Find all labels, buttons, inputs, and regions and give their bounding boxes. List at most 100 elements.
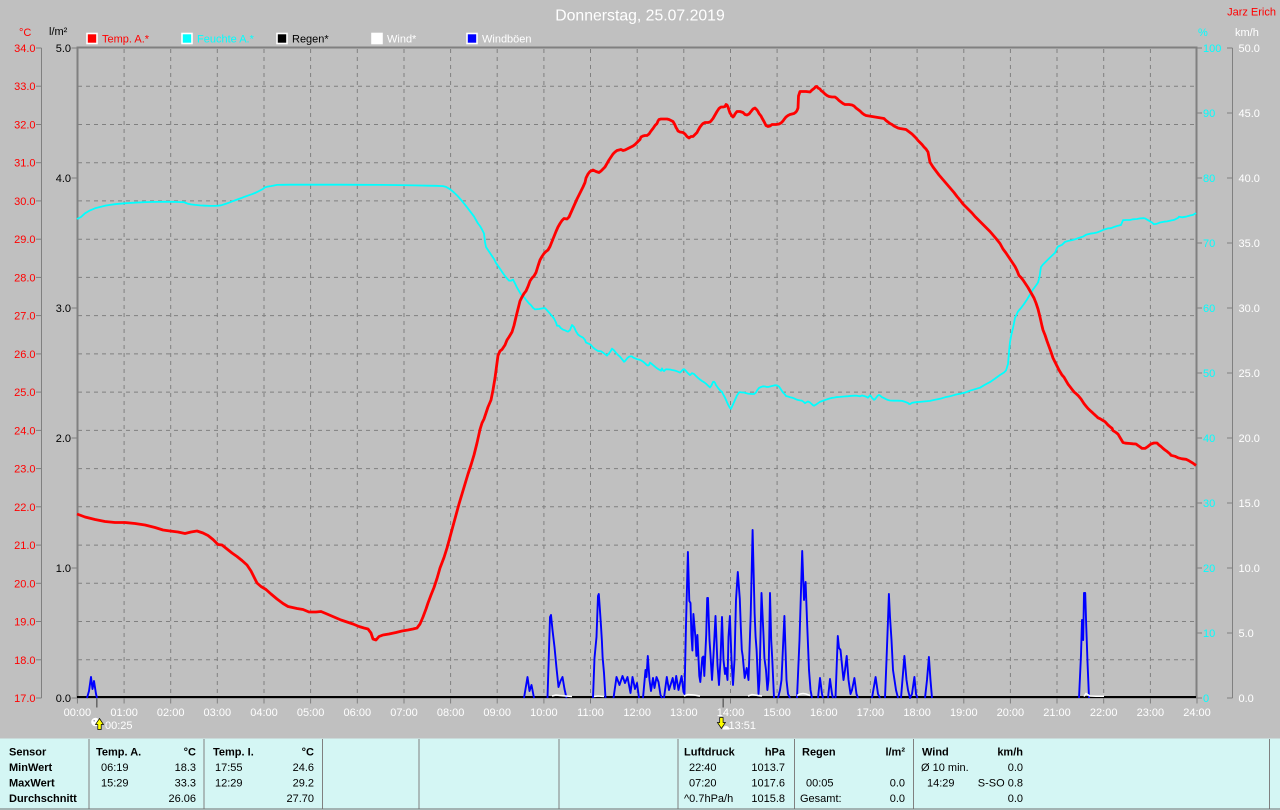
svg-text:15:29: 15:29 (101, 778, 129, 790)
svg-text:°C: °C (19, 27, 31, 39)
svg-text:Feuchte A.*: Feuchte A.* (197, 34, 255, 46)
svg-text:11:00: 11:00 (577, 707, 604, 719)
svg-text:14:29: 14:29 (927, 778, 955, 790)
svg-text:Jarz Erich: Jarz Erich (1227, 7, 1276, 19)
svg-text:15.0: 15.0 (1239, 498, 1260, 510)
svg-text:2.0: 2.0 (56, 433, 71, 445)
svg-text:l/m²: l/m² (885, 747, 905, 759)
svg-text:Regen*: Regen* (292, 34, 329, 46)
svg-text:28.0: 28.0 (14, 272, 35, 284)
svg-text:Luftdruck: Luftdruck (684, 747, 736, 759)
svg-text:MinWert: MinWert (9, 762, 53, 774)
svg-text:hPa: hPa (765, 747, 786, 759)
svg-text:24.0: 24.0 (14, 425, 35, 437)
svg-text:17:55: 17:55 (215, 762, 243, 774)
svg-text:07:20: 07:20 (689, 778, 717, 790)
svg-text:1013.7: 1013.7 (751, 762, 785, 774)
svg-text:35.0: 35.0 (1239, 238, 1260, 250)
svg-text:45.0: 45.0 (1239, 108, 1260, 120)
svg-text:31.0: 31.0 (14, 158, 35, 170)
svg-text:15:00: 15:00 (763, 707, 791, 719)
svg-text:0.0: 0.0 (890, 793, 905, 805)
svg-text:13:51: 13:51 (729, 720, 757, 732)
svg-text:80: 80 (1203, 173, 1215, 185)
svg-text:0.0: 0.0 (1239, 693, 1254, 705)
svg-text:10:00: 10:00 (530, 707, 558, 719)
svg-text:km/h: km/h (997, 747, 1023, 759)
svg-text:07:00: 07:00 (390, 707, 418, 719)
svg-text:%: % (1198, 27, 1208, 39)
svg-text:0.0: 0.0 (1008, 793, 1023, 805)
svg-text:26.0: 26.0 (14, 349, 35, 361)
svg-text:100: 100 (1203, 43, 1221, 55)
svg-text:40: 40 (1203, 433, 1215, 445)
svg-text:13:00: 13:00 (670, 707, 698, 719)
svg-text:09:00: 09:00 (483, 707, 511, 719)
svg-text:02:00: 02:00 (157, 707, 185, 719)
svg-text:Temp. A.*: Temp. A.* (102, 34, 150, 46)
svg-text:10: 10 (1203, 628, 1215, 640)
svg-text:Ø 10 min.: Ø 10 min. (921, 762, 969, 774)
svg-text:40.0: 40.0 (1239, 173, 1260, 185)
svg-text:0.0: 0.0 (1008, 762, 1023, 774)
svg-text:4.0: 4.0 (56, 173, 71, 185)
svg-text:3.0: 3.0 (56, 303, 71, 315)
svg-text:22:40: 22:40 (689, 762, 717, 774)
svg-text:06:19: 06:19 (101, 762, 129, 774)
svg-text:Temp. I.: Temp. I. (213, 747, 254, 759)
svg-text:17.0: 17.0 (14, 693, 35, 705)
svg-text:30.0: 30.0 (14, 196, 35, 208)
svg-text:MaxWert: MaxWert (9, 778, 55, 790)
svg-text:34.0: 34.0 (14, 43, 35, 55)
svg-text:21.0: 21.0 (14, 540, 35, 552)
svg-text:20.0: 20.0 (1239, 433, 1260, 445)
svg-text:17:00: 17:00 (857, 707, 885, 719)
svg-text:20:00: 20:00 (997, 707, 1025, 719)
svg-text:0.0: 0.0 (890, 778, 905, 790)
svg-text:03:00: 03:00 (204, 707, 232, 719)
svg-text:Sensor: Sensor (9, 747, 47, 759)
svg-text:18:00: 18:00 (903, 707, 931, 719)
svg-text:5.0: 5.0 (56, 43, 71, 55)
svg-text:33.0: 33.0 (14, 81, 35, 93)
svg-text:18.3: 18.3 (175, 762, 196, 774)
svg-text:00:00: 00:00 (64, 707, 92, 719)
svg-text:1017.6: 1017.6 (751, 778, 785, 790)
svg-text:25.0: 25.0 (14, 387, 35, 399)
svg-text:Windböen: Windböen (482, 34, 532, 46)
svg-text:22.0: 22.0 (14, 502, 35, 514)
svg-text:10.0: 10.0 (1239, 563, 1260, 575)
svg-text:1015.8: 1015.8 (751, 793, 785, 805)
svg-text:01:00: 01:00 (110, 707, 138, 719)
svg-text:Wind*: Wind* (387, 34, 417, 46)
svg-text:km/h: km/h (1235, 27, 1259, 39)
svg-text:l/m²: l/m² (49, 26, 68, 38)
svg-text:04:00: 04:00 (250, 707, 278, 719)
svg-text:S-SO 0.8: S-SO 0.8 (978, 778, 1023, 790)
svg-text:50: 50 (1203, 368, 1215, 380)
svg-text:29.2: 29.2 (293, 778, 314, 790)
svg-text:05:00: 05:00 (297, 707, 325, 719)
svg-text:Durchschnitt: Durchschnitt (9, 793, 77, 805)
svg-text:12:29: 12:29 (215, 778, 243, 790)
svg-text:06:00: 06:00 (344, 707, 372, 719)
svg-text:25.0: 25.0 (1239, 368, 1260, 380)
svg-text:5.0: 5.0 (1239, 628, 1254, 640)
svg-text:21:00: 21:00 (1043, 707, 1071, 719)
svg-text:Wind: Wind (922, 747, 949, 759)
svg-text:19:00: 19:00 (950, 707, 978, 719)
svg-text:50.0: 50.0 (1239, 43, 1260, 55)
svg-text:Temp. A.: Temp. A. (96, 747, 141, 759)
svg-text:20: 20 (1203, 563, 1215, 575)
svg-text:20.0: 20.0 (14, 578, 35, 590)
svg-text:32.0: 32.0 (14, 120, 35, 132)
svg-text:27.0: 27.0 (14, 311, 35, 323)
svg-text:26.06: 26.06 (168, 793, 196, 805)
svg-text:Gesamt:: Gesamt: (800, 793, 842, 805)
svg-text:00:25: 00:25 (105, 720, 133, 732)
svg-text:Regen: Regen (802, 747, 836, 759)
svg-text:08:00: 08:00 (437, 707, 465, 719)
svg-text:14:00: 14:00 (717, 707, 745, 719)
svg-text:19.0: 19.0 (14, 617, 35, 629)
svg-text:°C: °C (184, 747, 196, 759)
